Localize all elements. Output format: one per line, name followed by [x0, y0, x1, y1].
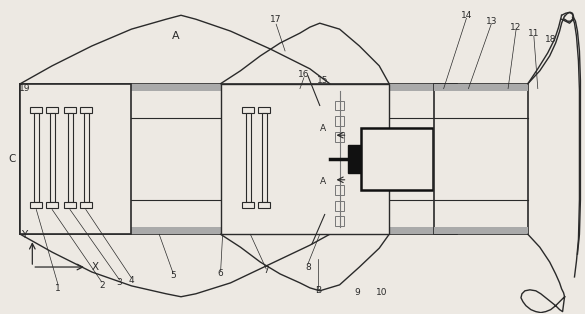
Bar [433, 84, 528, 234]
Text: 5: 5 [170, 271, 176, 280]
Bar [335, 216, 343, 226]
Bar [80, 107, 92, 113]
Text: 4: 4 [129, 276, 134, 285]
Bar [259, 107, 270, 113]
Text: 12: 12 [510, 23, 522, 32]
Text: 8: 8 [305, 263, 311, 272]
Bar [335, 185, 343, 195]
Bar [242, 107, 254, 113]
Bar [84, 113, 89, 202]
Bar [335, 132, 343, 142]
Bar [335, 100, 343, 111]
Text: 19: 19 [19, 84, 30, 93]
Bar [30, 202, 42, 208]
Text: 7: 7 [263, 267, 269, 275]
Bar [246, 113, 252, 202]
Text: 2: 2 [99, 281, 105, 290]
Text: 16: 16 [298, 70, 309, 79]
Text: 15: 15 [317, 76, 329, 85]
Text: B: B [315, 286, 321, 295]
Bar [46, 202, 58, 208]
Bar [68, 113, 73, 202]
Text: 14: 14 [461, 11, 472, 20]
Text: 3: 3 [116, 279, 122, 287]
Text: A: A [319, 124, 326, 133]
Bar [50, 113, 55, 202]
Text: 18: 18 [545, 35, 556, 44]
Bar [35, 113, 39, 202]
Bar [347, 145, 362, 173]
Bar [20, 227, 456, 234]
Bar [335, 201, 343, 210]
Bar [362, 128, 433, 190]
Bar [20, 84, 456, 91]
Bar [335, 116, 343, 126]
Bar [30, 107, 42, 113]
Bar [64, 107, 76, 113]
Bar [262, 113, 267, 202]
Text: 1: 1 [55, 284, 61, 293]
Bar [80, 202, 92, 208]
Text: A: A [319, 177, 326, 186]
Bar [221, 84, 389, 234]
Text: 11: 11 [528, 29, 539, 38]
Bar [433, 84, 528, 91]
Bar [64, 202, 76, 208]
Bar [20, 84, 132, 234]
Text: 13: 13 [486, 17, 497, 26]
Text: A: A [172, 31, 180, 41]
Text: X: X [92, 262, 99, 272]
Text: 9: 9 [355, 288, 360, 297]
Bar [433, 227, 528, 234]
Text: 17: 17 [270, 15, 282, 24]
Text: 10: 10 [377, 288, 388, 297]
Bar [347, 145, 362, 173]
Bar [46, 107, 58, 113]
Text: C: C [8, 154, 15, 164]
Text: 6: 6 [218, 269, 223, 279]
Bar [242, 202, 254, 208]
Text: Y: Y [21, 230, 27, 240]
Bar [20, 84, 456, 234]
Bar [259, 202, 270, 208]
